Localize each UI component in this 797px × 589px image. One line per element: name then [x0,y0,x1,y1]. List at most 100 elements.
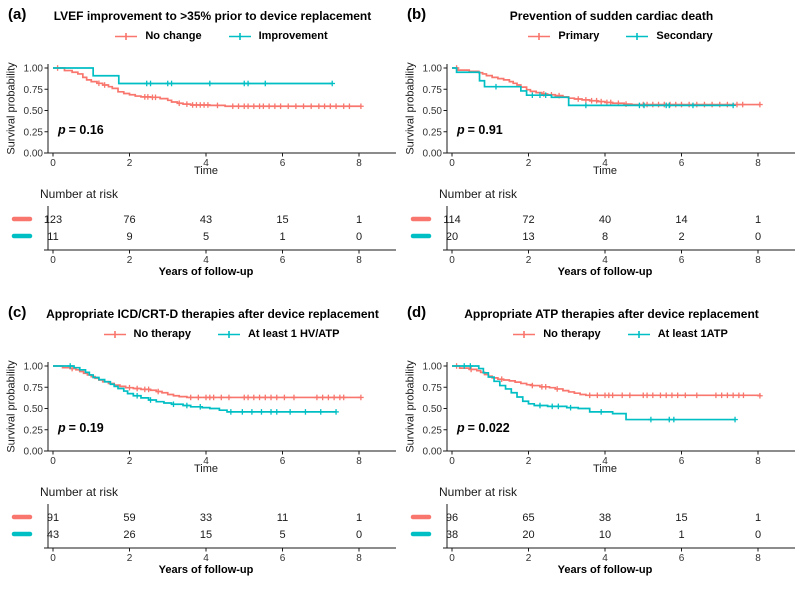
p-value: p = 0.16 [58,123,104,137]
censor-marks [493,83,736,109]
x-tick-label: 4 [602,456,608,467]
risk-count: 0 [356,231,362,243]
panel-title: LVEF improvement to >35% prior to device… [53,9,372,23]
legend-item: No therapy [512,328,601,340]
y-tick-label: 0.25 [423,127,443,138]
x-tick-label: 4 [203,456,209,467]
km-plot: 1.00 0.75 0.50 0.25 0.00 0 2 4 6 8 [423,362,795,467]
risk-count: 5 [203,231,209,243]
risk-count: 0 [356,529,362,541]
legend: No change Improvement [48,30,394,42]
risk-count: 1 [755,512,761,524]
p-value: p = 0.022 [457,421,510,435]
y-tick-label: 0.75 [24,383,44,394]
risk-count: 15 [200,529,212,541]
x-tick-label: 0 [449,158,455,169]
risk-x-tick-label: 2 [127,255,133,266]
x-tick-label: 2 [526,158,532,169]
risk-x-tick-label: 8 [755,255,761,266]
risk-count: 26 [123,529,135,541]
panel-b: (b) Prevention of sudden cardiac death P… [399,2,797,291]
followup-axis-label: Years of follow-up [557,564,653,576]
survival-curve [452,67,734,107]
risk-count: 123 [44,214,62,226]
risk-table: 0 2 4 6 891 59 33 11 143 26 15 5 0 [11,504,396,564]
legend-item: Improvement [228,30,328,42]
x-tick-label: 2 [127,456,133,467]
legend-key-icon [228,32,251,40]
legend-key-icon [528,32,551,40]
panel-title: Prevention of sudden cardiac death [509,9,714,23]
x-axis-label: Time [592,463,618,475]
risk-count: 43 [47,529,59,541]
risk-x-tick-label: 4 [203,553,209,564]
risk-count: 13 [522,231,534,243]
legend-label: At least 1 HV/ATP [247,328,340,340]
y-tick-label: 0.00 [423,447,443,458]
legend: Primary Secondary [447,30,793,42]
risk-x-tick-label: 8 [356,255,362,266]
risk-x-tick-label: 6 [280,255,286,266]
risk-x-tick-label: 0 [449,255,455,266]
x-tick-label: 2 [526,456,532,467]
x-axis-label: Time [193,463,219,475]
legend-key-icon [115,32,138,40]
legend: No therapy At least 1 HV/ATP [48,328,394,340]
risk-count: 72 [522,214,534,226]
risk-count: 38 [446,529,458,541]
y-tick-label: 0.00 [423,149,443,160]
risk-count: 20 [446,231,458,243]
legend-key-icon [103,330,126,338]
risk-x-tick-label: 6 [280,553,286,564]
risk-count: 0 [755,529,761,541]
risk-count: 5 [279,529,285,541]
y-tick-label: 0.50 [24,404,44,415]
panel-c: (c) Appropriate ICD/CRT-D therapies afte… [0,300,398,589]
x-tick-label: 0 [50,158,56,169]
x-tick-label: 2 [127,158,133,169]
y-tick-label: 0.25 [24,425,44,436]
risk-x-tick-label: 2 [526,553,532,564]
risk-count: 96 [446,512,458,524]
censor-marks [461,363,738,423]
risk-table-header: Number at risk [40,485,119,499]
risk-x-tick-label: 8 [755,553,761,564]
y-tick-label: 1.00 [423,64,443,75]
km-plot: 1.00 0.75 0.50 0.25 0.00 0 2 4 6 8 [423,64,795,169]
risk-count: 14 [675,214,687,226]
risk-count: 59 [123,512,135,524]
risk-count: 43 [200,214,212,226]
risk-x-tick-label: 0 [50,255,56,266]
panel-d: (d) Appropriate ATP therapies after devi… [399,300,797,589]
km-plot: 1.00 0.75 0.50 0.25 0.00 0 2 4 6 8 [24,64,396,169]
x-tick-label: 8 [356,456,362,467]
y-tick-label: 0.50 [24,106,44,117]
risk-count: 1 [279,231,285,243]
risk-count: 11 [277,512,288,524]
panel-a: (a) LVEF improvement to >35% prior to de… [0,2,398,291]
y-tick-label: 0.75 [24,85,44,96]
survival-curve [452,365,736,421]
legend-label: No therapy [133,328,191,340]
risk-table-header: Number at risk [439,485,518,499]
p-value: p = 0.91 [457,123,503,137]
y-tick-label: 0.75 [423,383,443,394]
risk-table-header: Number at risk [40,187,119,201]
legend-label: Improvement [258,30,328,42]
risk-count: 65 [522,512,534,524]
x-tick-label: 6 [679,456,685,467]
x-tick-label: 6 [280,158,286,169]
survival-curve [452,365,761,397]
risk-x-tick-label: 4 [602,553,608,564]
panel-title: Appropriate ICD/CRT-D therapies after de… [46,307,379,321]
x-tick-label: 6 [679,158,685,169]
censor-marks [67,363,339,415]
followup-axis-label: Years of follow-up [158,564,254,576]
risk-count: 9 [126,231,132,243]
risk-x-tick-label: 4 [203,255,209,266]
x-tick-label: 4 [203,158,209,169]
legend-label: Secondary [656,30,713,42]
risk-count: 1 [678,529,684,541]
risk-count: 1 [356,214,362,226]
